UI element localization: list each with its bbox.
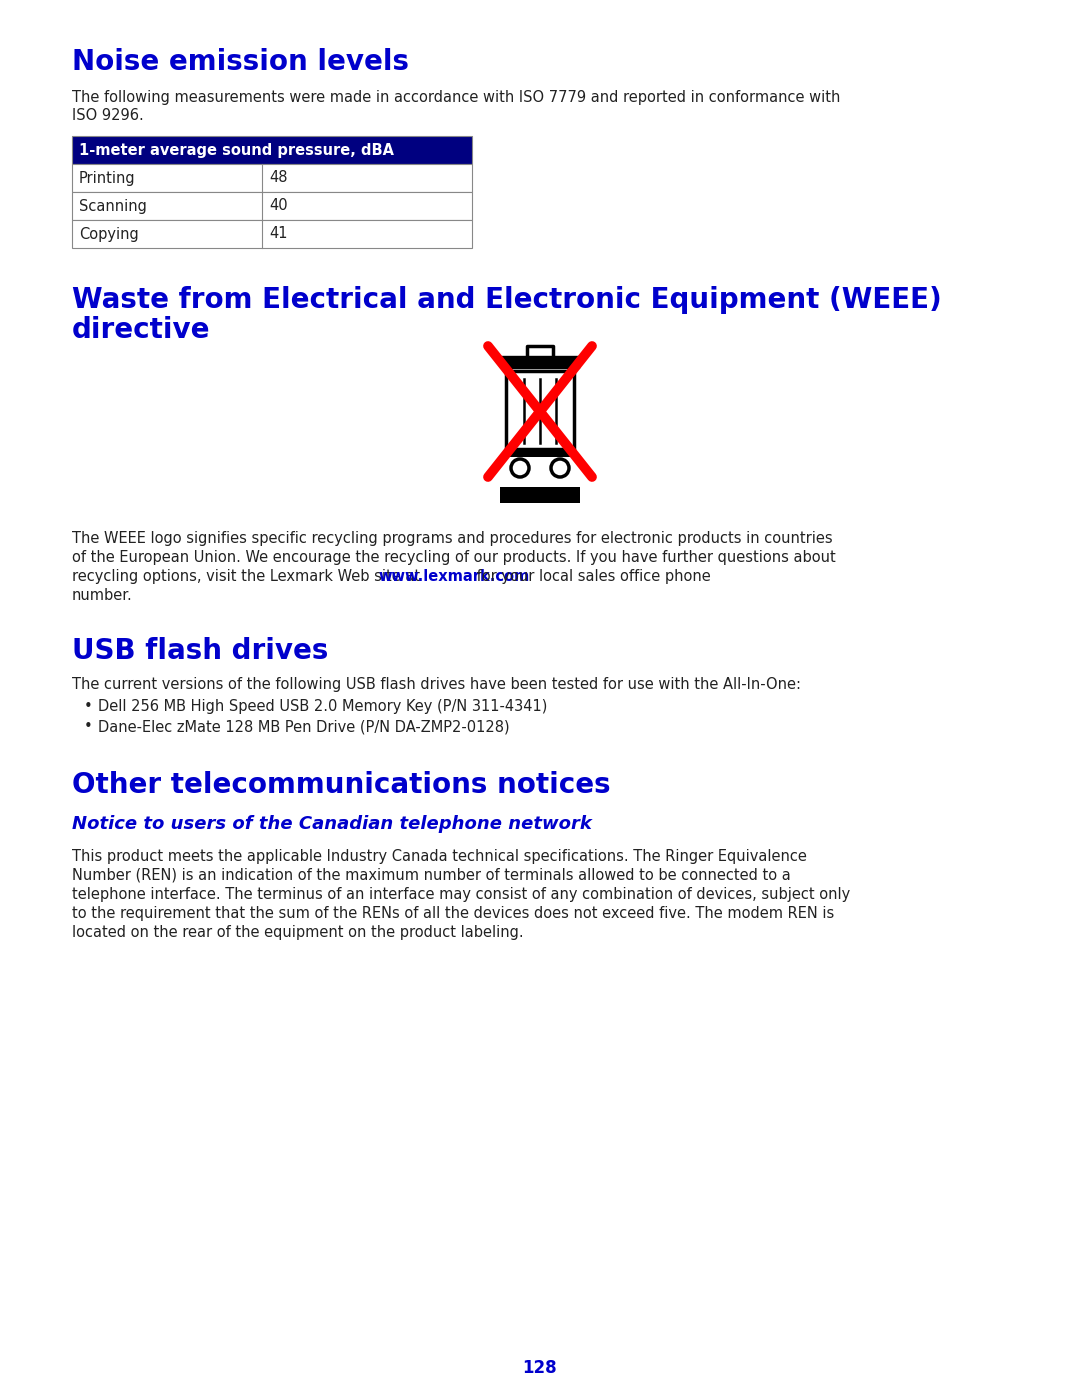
Text: Scanning: Scanning (79, 198, 147, 214)
Circle shape (551, 460, 569, 476)
Text: Notice to users of the Canadian telephone network: Notice to users of the Canadian telephon… (72, 814, 592, 833)
Circle shape (511, 460, 529, 476)
Bar (507, 372, 573, 448)
Text: Dell 256 MB High Speed USB 2.0 Memory Key (P/N 311-4341): Dell 256 MB High Speed USB 2.0 Memory Ke… (98, 698, 548, 714)
Text: Printing: Printing (79, 170, 136, 186)
Text: The current versions of the following USB flash drives have been tested for use : The current versions of the following US… (72, 678, 801, 692)
Bar (72, 136, 472, 163)
Text: 41: 41 (269, 226, 287, 242)
Text: located on the rear of the equipment on the product labeling.: located on the rear of the equipment on … (72, 925, 524, 940)
Bar (72, 219, 472, 249)
Text: Dane-Elec zMate 128 MB Pen Drive (P/N DA-ZMP2-0128): Dane-Elec zMate 128 MB Pen Drive (P/N DA… (98, 719, 510, 733)
Text: 128: 128 (523, 1359, 557, 1377)
Text: This product meets the applicable Industry Canada technical specifications. The : This product meets the applicable Indust… (72, 849, 807, 863)
Text: Copying: Copying (79, 226, 138, 242)
Text: directive: directive (72, 316, 211, 344)
Text: to the requirement that the sum of the RENs of all the devices does not exceed f: to the requirement that the sum of the R… (72, 907, 834, 921)
Text: for your local sales office phone: for your local sales office phone (472, 569, 711, 584)
Text: number.: number. (72, 588, 133, 604)
Text: The WEEE logo signifies specific recycling programs and procedures for electroni: The WEEE logo signifies specific recycli… (72, 531, 833, 546)
Text: recycling options, visit the Lexmark Web site at: recycling options, visit the Lexmark Web… (72, 569, 424, 584)
Text: telephone interface. The terminus of an interface may consist of any combination: telephone interface. The terminus of an … (72, 887, 850, 902)
Bar (501, 356, 579, 367)
Bar (500, 488, 580, 503)
Text: Noise emission levels: Noise emission levels (72, 47, 409, 75)
Text: of the European Union. We encourage the recycling of our products. If you have f: of the European Union. We encourage the … (72, 550, 836, 564)
Text: Other telecommunications notices: Other telecommunications notices (72, 771, 610, 799)
Text: www.lexmark.com: www.lexmark.com (378, 569, 529, 584)
Text: Waste from Electrical and Electronic Equipment (WEEE): Waste from Electrical and Electronic Equ… (72, 286, 942, 314)
Bar (72, 163, 472, 191)
Text: The following measurements were made in accordance with ISO 7779 and reported in: The following measurements were made in … (72, 89, 840, 105)
Text: Number (REN) is an indication of the maximum number of terminals allowed to be c: Number (REN) is an indication of the max… (72, 868, 791, 883)
Text: 40: 40 (269, 198, 287, 214)
Bar (504, 451, 576, 457)
Text: USB flash drives: USB flash drives (72, 637, 328, 665)
Text: •: • (84, 698, 93, 714)
Bar (72, 191, 472, 219)
Text: 1-meter average sound pressure, dBA: 1-meter average sound pressure, dBA (79, 142, 394, 158)
Text: ISO 9296.: ISO 9296. (72, 108, 144, 123)
Text: •: • (84, 719, 93, 733)
Text: 48: 48 (269, 170, 287, 186)
